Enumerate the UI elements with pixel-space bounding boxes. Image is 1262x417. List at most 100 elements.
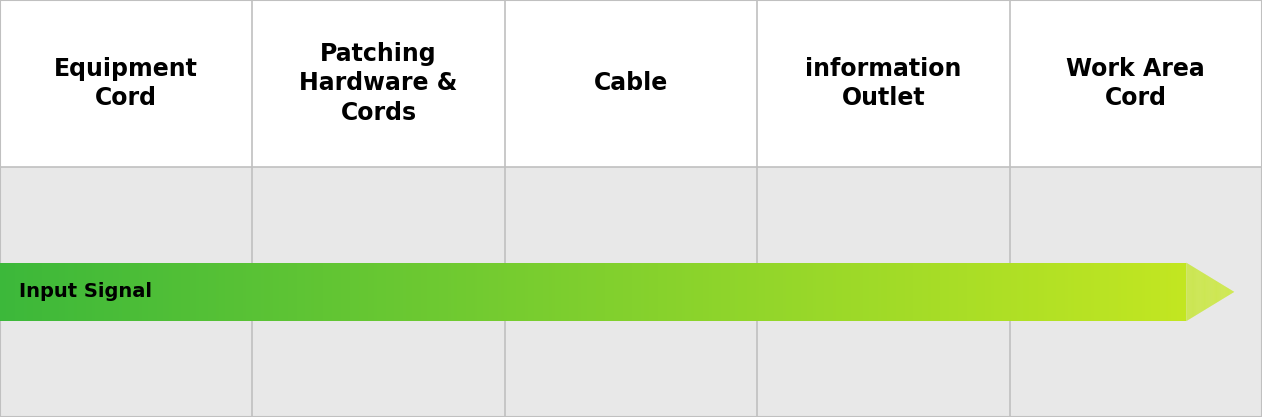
Bar bbox=[804, 263, 806, 321]
Bar bbox=[389, 263, 391, 321]
Bar bbox=[664, 263, 668, 321]
Bar bbox=[68, 263, 71, 321]
Bar bbox=[501, 263, 505, 321]
Bar bbox=[736, 263, 738, 321]
Bar bbox=[33, 263, 35, 321]
Bar bbox=[400, 263, 404, 321]
Bar bbox=[341, 263, 345, 321]
Bar bbox=[700, 263, 703, 321]
Bar bbox=[435, 263, 439, 321]
Bar bbox=[712, 263, 714, 321]
Bar bbox=[220, 263, 222, 321]
Bar bbox=[338, 263, 341, 321]
Bar bbox=[427, 263, 430, 321]
Bar bbox=[1160, 263, 1162, 321]
Bar bbox=[892, 263, 896, 321]
Bar bbox=[1083, 263, 1085, 321]
Bar bbox=[943, 263, 946, 321]
Bar bbox=[1088, 263, 1092, 321]
Bar bbox=[367, 263, 371, 321]
Bar bbox=[910, 263, 914, 321]
Bar bbox=[457, 263, 459, 321]
Bar bbox=[1184, 263, 1186, 321]
Bar bbox=[305, 263, 308, 321]
Bar bbox=[145, 263, 149, 321]
Bar bbox=[641, 263, 644, 321]
Bar bbox=[249, 263, 252, 321]
Bar bbox=[196, 263, 198, 321]
Bar bbox=[753, 263, 756, 321]
Bar bbox=[591, 263, 593, 321]
Bar bbox=[623, 263, 626, 321]
Bar bbox=[226, 263, 228, 321]
Bar bbox=[670, 263, 673, 321]
Bar bbox=[288, 263, 290, 321]
Bar bbox=[1151, 263, 1153, 321]
Bar bbox=[395, 263, 398, 321]
Bar bbox=[1035, 263, 1039, 321]
Bar bbox=[290, 263, 294, 321]
Bar bbox=[107, 263, 110, 321]
Bar bbox=[1177, 263, 1180, 321]
Bar bbox=[77, 263, 80, 321]
Bar bbox=[350, 263, 353, 321]
Bar bbox=[531, 263, 534, 321]
Bar bbox=[329, 263, 332, 321]
Bar bbox=[151, 263, 154, 321]
Bar bbox=[125, 263, 127, 321]
Bar bbox=[3, 263, 6, 321]
Bar bbox=[507, 263, 510, 321]
Bar bbox=[875, 263, 878, 321]
Bar bbox=[454, 263, 457, 321]
Bar bbox=[228, 263, 231, 321]
Bar bbox=[0, 0, 1262, 167]
Bar bbox=[694, 263, 697, 321]
Bar bbox=[824, 263, 828, 321]
Bar bbox=[741, 263, 745, 321]
Bar bbox=[620, 263, 623, 321]
Bar bbox=[604, 263, 608, 321]
Bar bbox=[154, 263, 158, 321]
Bar bbox=[11, 263, 15, 321]
Bar bbox=[1109, 263, 1112, 321]
Bar bbox=[252, 263, 255, 321]
Bar bbox=[1015, 263, 1017, 321]
Bar bbox=[404, 263, 406, 321]
Bar bbox=[279, 263, 281, 321]
Bar bbox=[136, 263, 139, 321]
Bar bbox=[1053, 263, 1056, 321]
Bar bbox=[997, 263, 1000, 321]
Bar bbox=[839, 263, 842, 321]
Bar bbox=[39, 263, 42, 321]
Bar bbox=[1118, 263, 1121, 321]
Bar bbox=[1023, 263, 1026, 321]
Bar bbox=[522, 263, 525, 321]
Bar bbox=[167, 263, 169, 321]
Bar bbox=[952, 263, 955, 321]
Bar bbox=[955, 263, 958, 321]
Bar bbox=[119, 263, 121, 321]
Bar bbox=[703, 263, 705, 321]
Bar bbox=[949, 263, 952, 321]
Bar bbox=[1076, 263, 1079, 321]
Bar bbox=[1041, 263, 1044, 321]
Bar bbox=[1011, 263, 1015, 321]
Bar bbox=[549, 263, 551, 321]
Bar bbox=[810, 263, 813, 321]
Bar bbox=[327, 263, 329, 321]
Bar bbox=[830, 263, 833, 321]
Bar bbox=[697, 263, 700, 321]
Bar bbox=[235, 263, 237, 321]
Bar bbox=[257, 263, 261, 321]
Bar bbox=[1039, 263, 1041, 321]
Bar bbox=[969, 263, 973, 321]
Bar bbox=[705, 263, 709, 321]
Text: Equipment
Cord: Equipment Cord bbox=[54, 57, 198, 110]
Bar bbox=[738, 263, 742, 321]
Bar bbox=[422, 263, 424, 321]
Bar bbox=[180, 263, 184, 321]
Bar bbox=[558, 263, 560, 321]
Bar bbox=[237, 263, 240, 321]
Bar bbox=[991, 263, 993, 321]
Bar bbox=[1065, 263, 1068, 321]
